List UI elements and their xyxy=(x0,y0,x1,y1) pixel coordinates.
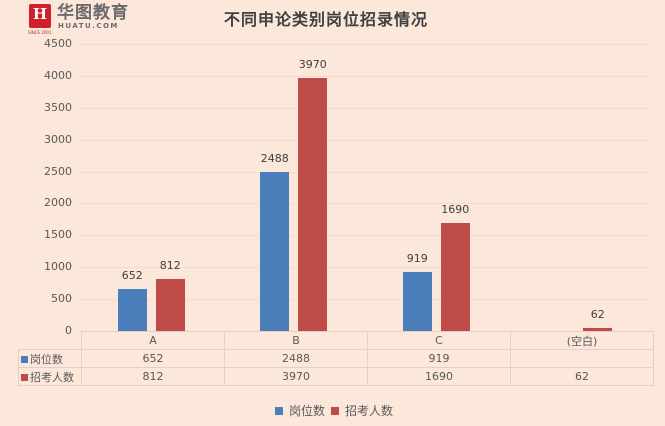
y-tick-label: 3000 xyxy=(44,132,72,146)
legend-swatch-blue-icon xyxy=(21,356,28,363)
bar-positions xyxy=(260,172,290,331)
table-header-cell: C xyxy=(367,331,511,350)
legend-swatch-blue-icon xyxy=(275,406,283,415)
data-label: 1690 xyxy=(441,203,470,217)
gridline xyxy=(80,171,650,173)
table-cell: 919 xyxy=(367,349,511,368)
table-header-cell: (空白) xyxy=(510,331,654,350)
chart-title: 不同申论类别岗位招录情况 xyxy=(224,10,429,29)
data-label: 3970 xyxy=(298,57,327,71)
data-label: 2488 xyxy=(260,152,289,166)
y-tick-label: 1000 xyxy=(44,260,72,274)
logo-name-en: HUATU.COM xyxy=(58,22,119,30)
row-label: 岗位数 xyxy=(30,352,63,366)
bar-applicants xyxy=(583,328,613,331)
y-tick-label: 4500 xyxy=(44,37,72,50)
data-label: 919 xyxy=(406,252,428,266)
gridline xyxy=(80,44,650,45)
gridline xyxy=(80,267,650,269)
plot-area: 652 812 2488 3970 919 1690 62 xyxy=(80,44,650,332)
table-header-cell: A xyxy=(81,331,225,350)
legend-label: 岗位数 xyxy=(289,404,326,418)
gridline xyxy=(80,299,650,301)
table-header-cell: B xyxy=(224,331,368,350)
bar-applicants xyxy=(155,279,185,331)
table-cell: 652 xyxy=(81,349,225,368)
gridline xyxy=(80,139,650,141)
table-cell: 1690 xyxy=(367,367,511,386)
gridline xyxy=(80,75,650,77)
table-cell: 3970 xyxy=(224,367,368,386)
row-label: 招考人数 xyxy=(30,370,74,384)
legend-swatch-red-icon xyxy=(21,374,28,381)
y-tick-label: 2500 xyxy=(44,164,72,178)
data-table: A B C (空白) 岗位数 652 2488 919 招考人数 812 397… xyxy=(18,331,654,386)
gridline xyxy=(80,107,650,109)
legend-label: 招考人数 xyxy=(345,404,394,418)
y-tick-label: 3500 xyxy=(44,100,72,114)
data-label: 652 xyxy=(121,269,143,283)
y-tick-label: 4000 xyxy=(44,68,72,82)
table-cell: 2488 xyxy=(224,349,368,368)
y-tick-label: 500 xyxy=(51,292,72,306)
huatu-logo: H SINCE 2001 华图教育 HUATU.COM xyxy=(28,3,129,35)
bar-positions xyxy=(402,272,432,331)
table-header-row: A B C (空白) xyxy=(18,331,654,350)
y-tick-label: 0 xyxy=(65,324,72,337)
logo-name-cn: 华图教育 xyxy=(57,3,129,23)
logo-badge-icon: H SINCE 2001 xyxy=(28,4,52,35)
data-label: 62 xyxy=(590,308,605,321)
y-tick-label: 1500 xyxy=(44,228,72,242)
bar-applicants xyxy=(440,223,470,331)
chart-legend: 岗位数 招考人数 xyxy=(275,402,393,419)
data-label: 812 xyxy=(159,259,181,273)
y-tick-label: 2000 xyxy=(44,196,72,210)
table-cell xyxy=(510,349,654,368)
table-cell: 62 xyxy=(510,367,654,386)
bar-positions xyxy=(117,289,147,331)
bar-applicants xyxy=(298,77,328,331)
gridline xyxy=(80,203,650,205)
legend-swatch-red-icon xyxy=(331,406,340,415)
table-cell: 812 xyxy=(81,367,225,386)
logo-since: SINCE 2001 xyxy=(28,30,52,35)
gridline xyxy=(80,235,650,237)
table-row: 岗位数 652 2488 919 xyxy=(18,349,654,368)
table-row: 招考人数 812 3970 1690 62 xyxy=(18,367,654,386)
